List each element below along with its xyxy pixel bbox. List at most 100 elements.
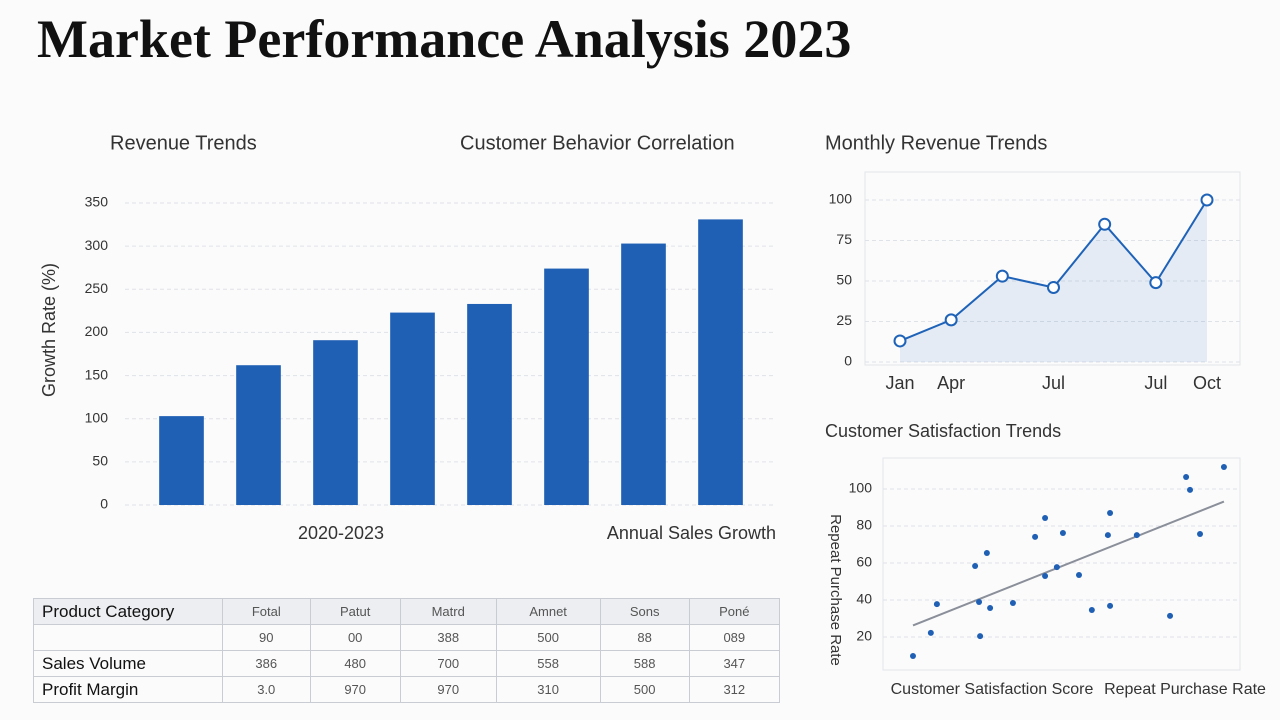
table-cell: Sons	[599, 598, 690, 625]
point	[1107, 602, 1114, 609]
table-cell: 310	[495, 676, 601, 703]
point	[1042, 515, 1049, 522]
y-tick-label: 100	[849, 480, 873, 496]
bar	[313, 340, 358, 505]
plot-frame	[864, 171, 1241, 366]
chart-title: Customer Satisfaction Trends	[825, 421, 1061, 441]
table-row: Sales Volume 386 480 700 558 588 347	[33, 650, 781, 677]
point	[1047, 280, 1060, 294]
table-cell: 386	[222, 650, 311, 677]
x-tick-label: Jan	[885, 373, 914, 393]
y-tick-label: 0	[844, 353, 852, 369]
y-tick-label: 60	[856, 554, 872, 570]
page-title: Market Performance Analysis 2023	[37, 9, 852, 69]
table-cell: Fotal	[222, 598, 311, 625]
table-cell: 480	[309, 650, 401, 677]
point	[909, 653, 916, 660]
point	[1104, 532, 1111, 539]
y-tick-label: 100	[829, 191, 853, 207]
bar	[621, 243, 666, 505]
bar	[698, 219, 743, 505]
table-cell: 347	[688, 650, 781, 677]
point	[1220, 463, 1227, 470]
table-cell: Amnet	[495, 598, 601, 625]
y-axis-label: Growth Rate (%)	[39, 263, 59, 397]
point	[1149, 276, 1163, 290]
x-tick-label: Jul	[1144, 373, 1167, 393]
table-cell: Poné	[688, 598, 781, 625]
y-tick-label: 50	[836, 272, 852, 288]
table-cell: 089	[688, 624, 781, 651]
y-tick-label: 40	[856, 591, 872, 607]
y-tick-label: 200	[85, 323, 109, 339]
point	[1042, 572, 1049, 579]
point	[933, 601, 940, 608]
bar	[236, 365, 281, 505]
table-row: 90 00 388 500 88 089	[33, 624, 781, 651]
point	[1107, 510, 1114, 517]
table-row: Product Category Fotal Patut Matrd Amnet Sons…	[33, 598, 781, 625]
table-cell: 500	[495, 624, 601, 651]
y-tick-label: 350	[85, 194, 109, 210]
y-tick-label: 80	[856, 517, 872, 533]
x-tick-label: Oct	[1193, 373, 1221, 393]
point	[927, 629, 934, 636]
point	[1197, 530, 1204, 537]
table-cell: Sales Volume	[33, 650, 223, 677]
trend-line	[912, 500, 1225, 627]
x-tick-label: Jul	[1042, 373, 1065, 393]
table-cell: Matrd	[399, 598, 497, 625]
point	[987, 604, 994, 611]
y-tick-label: 25	[836, 312, 852, 328]
plot-frame	[882, 457, 1241, 671]
table-cell: Patut	[309, 598, 401, 625]
annotation: Annual Sales Growth	[607, 523, 776, 543]
x-axis-label: Customer Satisfaction Score	[891, 681, 1094, 698]
x-axis-label: 2020-2023	[298, 523, 384, 543]
table-cell: 970	[309, 676, 401, 703]
table-cell: 500	[599, 676, 690, 703]
y-axis-label: Repeat Purchase Rate	[827, 514, 844, 666]
point	[995, 269, 1009, 283]
x-tick-label: Apr	[937, 373, 965, 393]
data-table: Product Category Fotal Patut Matrd Amnet Sons…	[33, 598, 781, 703]
y-tick-label: 75	[836, 231, 852, 247]
y-tick-label: 0	[100, 496, 108, 512]
table-cell: 970	[399, 676, 497, 703]
point	[976, 599, 983, 606]
point	[1032, 533, 1039, 540]
chart-title: Revenue Trends	[110, 132, 257, 154]
point	[1075, 572, 1082, 579]
point	[1053, 564, 1060, 571]
point	[1200, 193, 1214, 207]
point	[972, 562, 979, 569]
bar	[159, 416, 204, 505]
table-cell: 312	[688, 676, 781, 703]
chart-subtitle: Customer Behavior Correlation	[460, 132, 735, 154]
table-cell: 3.0	[222, 676, 311, 703]
point	[1167, 612, 1174, 619]
y-tick-label: 100	[85, 409, 109, 425]
point	[1098, 217, 1112, 231]
table-row: Profit Margin 3.0 970 970 310 500 312	[33, 676, 781, 703]
table-cell: 388	[399, 624, 497, 651]
table-cell: 588	[599, 650, 690, 677]
area	[900, 200, 1207, 362]
bar	[390, 312, 435, 505]
y-tick-label: 250	[85, 280, 109, 296]
table-cell: 00	[309, 624, 401, 651]
y-tick-label: 150	[85, 366, 109, 382]
point	[893, 334, 907, 348]
y-tick-label: 300	[85, 237, 109, 253]
point	[977, 633, 984, 640]
point	[1133, 532, 1140, 539]
annotation: Repeat Purchase Rate	[1104, 681, 1266, 698]
point	[944, 313, 958, 327]
table-cell: 90	[222, 624, 311, 651]
point	[1187, 486, 1194, 493]
bar	[467, 303, 512, 505]
table-cell: Profit Margin	[33, 676, 223, 703]
point	[1059, 530, 1066, 537]
